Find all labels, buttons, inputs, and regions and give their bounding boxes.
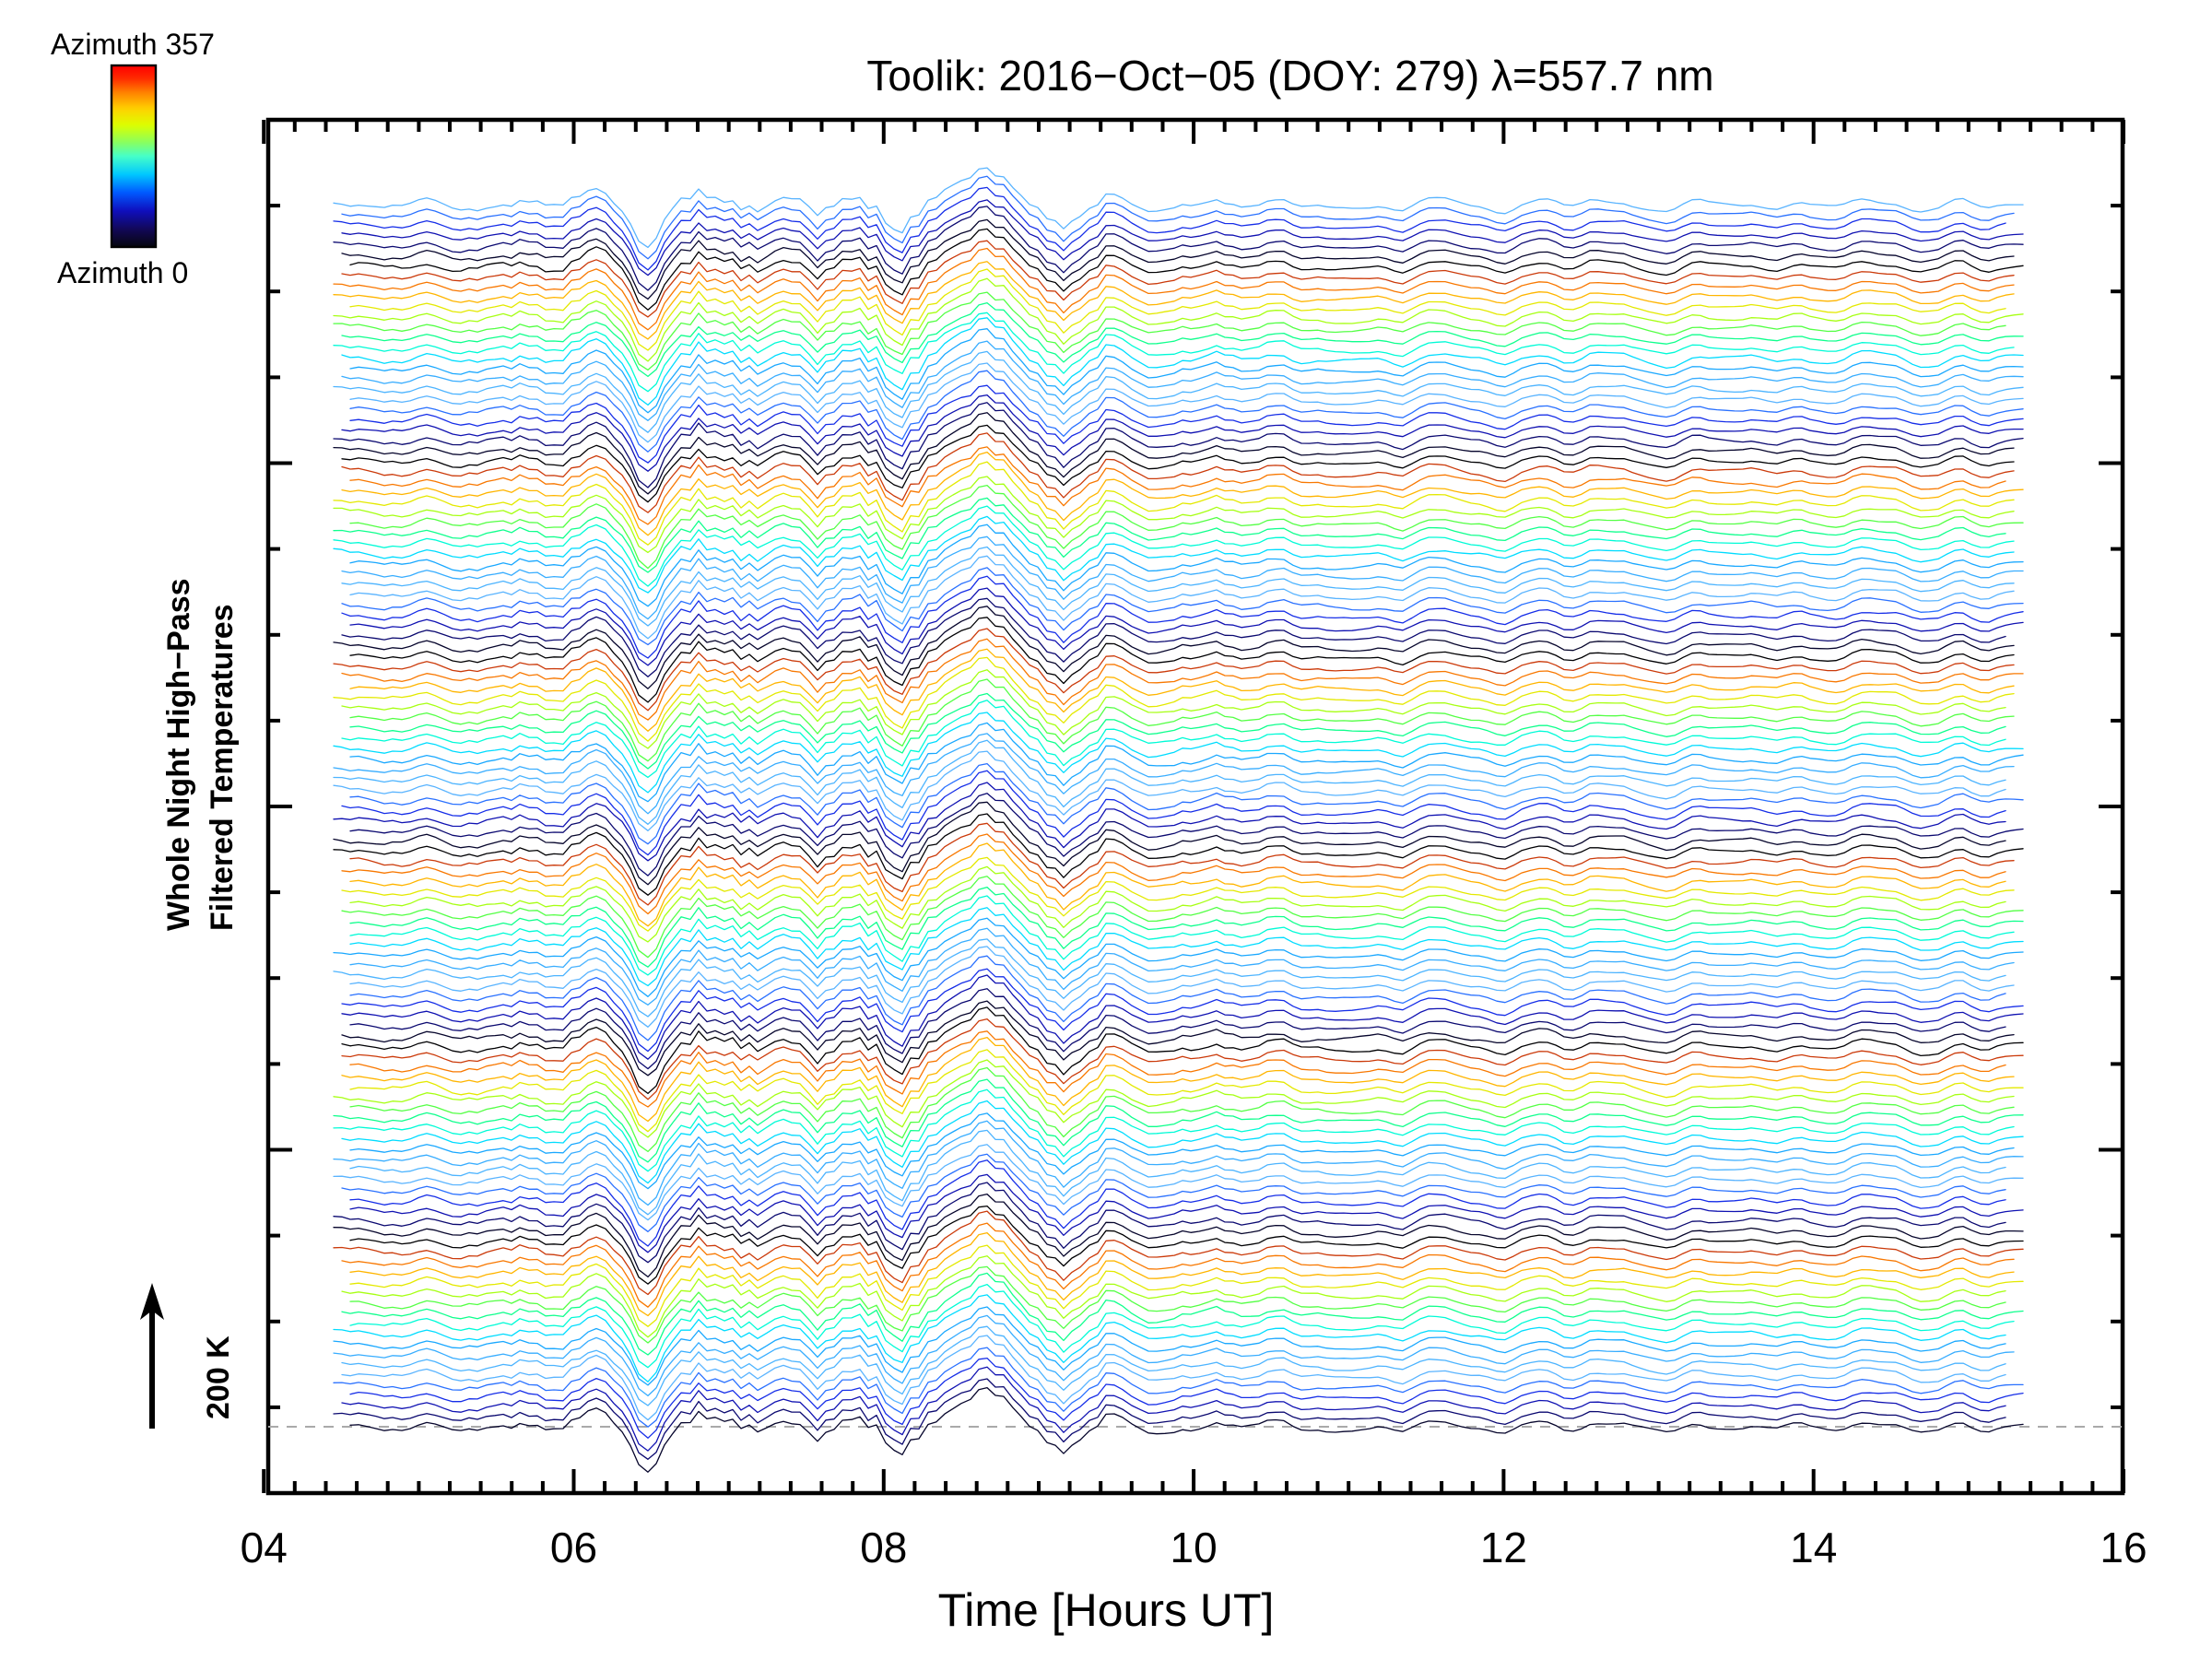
svg-text:08: 08 [860, 1524, 907, 1571]
svg-text:04: 04 [241, 1524, 288, 1571]
svg-text:16: 16 [2100, 1524, 2147, 1571]
svg-text:14: 14 [1790, 1524, 1837, 1571]
svg-text:10: 10 [1171, 1524, 1218, 1571]
svg-text:06: 06 [550, 1524, 597, 1571]
svg-text:12: 12 [1480, 1524, 1527, 1571]
